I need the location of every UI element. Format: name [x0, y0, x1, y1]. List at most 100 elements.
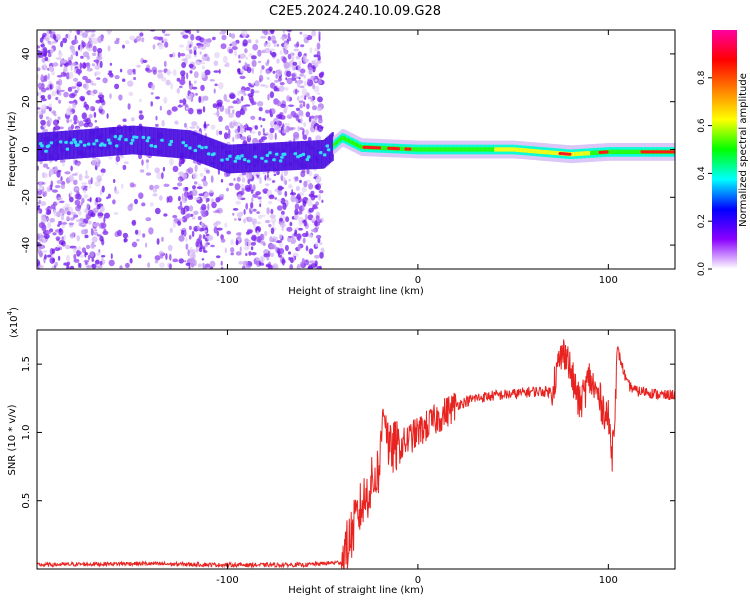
spectrogram-band-spot: [78, 140, 84, 144]
spectrogram-band-peak: [384, 146, 388, 151]
spectrogram-noise-dot: [280, 222, 286, 228]
spectrogram-band-halo: [118, 126, 121, 156]
spectrogram-noise-dot: [312, 105, 317, 111]
spectrogram-noise-dot: [259, 255, 266, 263]
spectrogram-noise-dot: [50, 180, 54, 188]
spectrogram-noise-dot: [279, 217, 283, 222]
spectrogram-noise-dot: [265, 109, 270, 114]
spectrogram-noise-dot: [307, 96, 313, 100]
spectrogram-band-spot: [124, 138, 129, 142]
spectrogram-noise-dot: [212, 36, 216, 41]
spectrogram-noise-dot: [213, 112, 217, 116]
spectrogram-noise-dot: [283, 177, 286, 184]
spectrogram-noise-dot: [171, 52, 176, 58]
spectrogram-noise-dot: [285, 77, 288, 81]
spectrogram-noise-dot: [119, 68, 123, 73]
spectrogram-noise-dot: [245, 171, 249, 178]
spectrogram-band-peak: [459, 147, 462, 152]
spectrogram-noise-dot: [183, 260, 187, 263]
spectrogram-noise-dot: [291, 55, 295, 62]
spectrogram-noise-dot: [239, 123, 243, 130]
spectrogram-band-halo: [330, 133, 333, 162]
spectrogram-noise-dot: [269, 120, 275, 128]
spectrogram-noise-dot: [83, 259, 90, 263]
spectrogram-noise-dot: [269, 30, 275, 33]
spectrogram-band-peak: [636, 149, 640, 154]
spectrogram-band-peak: [540, 149, 544, 154]
spectrogram-noise-dot: [300, 68, 306, 74]
spectrogram-noise-dot: [127, 80, 134, 87]
spectrogram-noise-dot: [181, 229, 185, 236]
spectrogram-noise-dot: [77, 250, 81, 255]
spectrogram-noise-dot: [145, 217, 152, 222]
spectrogram-noise-dot: [54, 185, 61, 189]
spectrogram-noise-dot: [274, 79, 280, 83]
spectrogram-band-peak: [612, 149, 616, 154]
spectrogram-noise-dot: [311, 217, 316, 223]
spectrogram-band-peak: [399, 146, 402, 151]
spectrogram-noise-dot: [288, 116, 292, 119]
snr-xtick-label: -100: [216, 575, 239, 586]
spectrogram-band-spot: [305, 157, 310, 162]
spectrogram-band-spot: [118, 134, 124, 138]
spectrogram-noise-dot: [198, 193, 205, 197]
spectrogram-noise-dot: [247, 229, 253, 234]
spectrogram-noise-dot: [156, 172, 163, 180]
spectrogram-noise-dot: [114, 75, 120, 80]
spectrogram-noise-dot: [60, 71, 67, 77]
spectrogram-noise-dot: [40, 74, 44, 81]
spectrogram-band-peak: [447, 147, 450, 152]
spectrogram-band-peak: [607, 149, 610, 155]
spectrogram-noise-dot: [221, 34, 227, 41]
spectrogram-band-halo: [187, 130, 190, 159]
spectrogram-band-halo: [97, 128, 100, 157]
spectrogram-noise-dot: [303, 53, 307, 56]
spectrogram-noise-dot: [38, 199, 41, 204]
spectrogram-noise-dot: [315, 215, 320, 221]
spectrogram-noise-dot: [260, 124, 263, 128]
spectrogram-noise-dot: [274, 121, 277, 125]
spectrogram-noise-dot: [213, 60, 219, 66]
spectrogram-noise-dot: [230, 239, 234, 246]
spectrogram-band-peak: [546, 150, 549, 155]
spectrogram-band-halo: [54, 131, 57, 161]
spectrogram-band-halo: [321, 140, 324, 169]
spectrogram-noise-dot: [306, 179, 311, 183]
spectrogram-noise-dot: [164, 41, 169, 48]
spectrogram-noise-dot: [69, 233, 74, 237]
spectrogram-noise-dot: [93, 111, 97, 118]
spectrogram-noise-dot: [40, 95, 46, 100]
spectrogram-noise-dot: [244, 104, 251, 107]
spectrogram-noise-dot: [48, 169, 55, 176]
spectrogram-noise-dot: [177, 182, 183, 187]
spectrogram-noise-dot: [313, 195, 318, 198]
snr-y-ticks: 0.5 1.0 1.5: [21, 356, 675, 509]
spectrogram-noise-dot: [268, 66, 273, 72]
spectrogram-noise-dot: [191, 189, 198, 197]
spectrogram-y-ticks: -40 -20 0 20 40: [21, 48, 675, 253]
spectrogram-noise-dot: [73, 77, 79, 82]
spectrogram-noise-dot: [48, 80, 53, 84]
spectrogram-noise-dot: [273, 44, 276, 47]
spectrogram-noise-dot: [161, 119, 165, 127]
spectrogram-noise-dot: [250, 115, 256, 120]
spectrogram-noise-dot: [51, 90, 56, 97]
spectrogram-band-halo: [149, 127, 152, 156]
spectrogram-noise-dot: [228, 112, 234, 118]
spectrogram-noise-dot: [295, 79, 298, 84]
spectrogram-band-peak: [480, 147, 484, 152]
spectrogram-noise-dot: [123, 238, 128, 243]
spectrogram-band-peak: [412, 147, 416, 152]
spectrogram-noise-dot: [69, 30, 73, 33]
spectrogram-noise-dot: [152, 69, 157, 75]
spectrogram-band-peak: [536, 149, 540, 154]
spectrogram-band-spot: [160, 138, 165, 142]
spectrogram-noise-dot: [228, 182, 234, 186]
spectrogram-band-peak: [428, 147, 432, 152]
spectrogram-noise-dot: [38, 264, 44, 269]
spectrogram-band-halo: [82, 129, 85, 159]
spectrogram-noise-dot: [197, 183, 202, 187]
spectrogram-band-halo: [102, 127, 105, 157]
spectrogram-noise-dot: [47, 53, 52, 58]
spectrogram-band-halo: [194, 132, 197, 161]
